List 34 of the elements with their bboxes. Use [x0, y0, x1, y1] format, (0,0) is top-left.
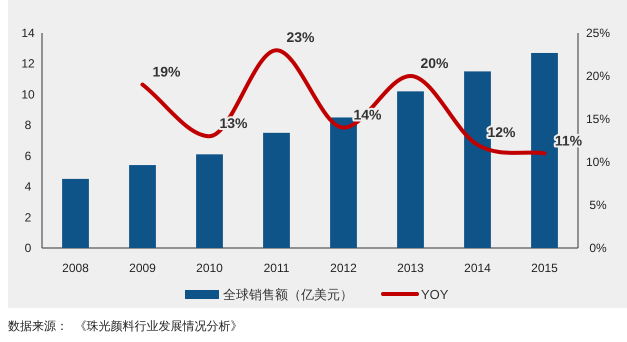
legend-label: 全球销售额（亿美元） — [223, 287, 353, 302]
bar — [397, 91, 424, 248]
y-tick-label: 4 — [24, 180, 32, 194]
data-label: 19% — [152, 64, 182, 80]
x-tick-label: 2009 — [129, 261, 156, 275]
y2-tick-label: 25% — [586, 26, 610, 40]
x-tick-label: 2013 — [397, 261, 424, 275]
y2-tick-label: 10% — [586, 155, 610, 169]
bar — [196, 154, 223, 248]
bar — [263, 132, 290, 248]
y2-tick-label: 20% — [586, 69, 610, 83]
bar — [129, 165, 156, 248]
y-tick-label: 6 — [24, 148, 32, 163]
y-tick-label: 14 — [21, 26, 35, 40]
data-label: 23% — [286, 29, 316, 46]
x-tick-label: 2012 — [330, 261, 358, 275]
y-tick-label: 2 — [24, 210, 32, 224]
legend-label: YOY — [421, 287, 449, 302]
y-tick-label: 0 — [24, 241, 32, 255]
y-tick-label: 12 — [21, 56, 35, 71]
x-tick-label: 2014 — [464, 261, 492, 275]
x-tick-label: 2011 — [264, 261, 290, 275]
y-tick-label: 10 — [21, 87, 35, 102]
y2-tick-label: 0% — [589, 241, 607, 255]
y2-tick-label: 15% — [586, 112, 610, 126]
bar — [62, 178, 89, 248]
data-label: 20% — [420, 55, 450, 71]
source-note: 数据来源： 《珠光颜料行业发展情况分析》 — [8, 319, 243, 333]
x-tick-label: 2010 — [196, 261, 224, 275]
y2-tick-label: 5% — [589, 198, 607, 212]
x-tick-label: 2015 — [531, 261, 558, 275]
y-tick-label: 8 — [24, 118, 32, 132]
x-tick-label: 2008 — [62, 261, 90, 275]
line-series — [140, 48, 546, 156]
